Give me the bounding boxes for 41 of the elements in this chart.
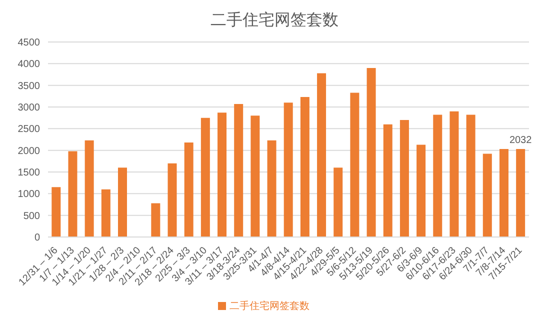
bar <box>433 114 442 237</box>
bar <box>267 140 276 237</box>
bar <box>366 68 376 237</box>
bar <box>184 142 194 237</box>
y-tick-label: 4500 <box>18 38 40 49</box>
bar <box>218 112 227 237</box>
bar <box>317 73 326 237</box>
bar <box>466 114 476 237</box>
y-tick-label: 2000 <box>18 146 40 157</box>
y-tick-label: 4000 <box>18 59 40 70</box>
y-tick-label: 3500 <box>18 80 40 92</box>
y-tick-label: 1500 <box>18 168 40 179</box>
bar <box>118 168 127 237</box>
bar <box>200 118 210 237</box>
bar <box>68 151 78 237</box>
y-tick-label: 0 <box>34 232 40 244</box>
y-tick-label: 3000 <box>18 102 40 114</box>
bar <box>52 187 61 237</box>
bar <box>516 148 526 237</box>
bar <box>482 154 492 237</box>
bar <box>450 111 459 237</box>
y-tick-label: 1000 <box>18 189 40 200</box>
bar <box>300 97 310 237</box>
legend-label: 二手住宅网签套数 <box>230 301 310 312</box>
bar <box>400 120 409 237</box>
bar <box>416 144 426 237</box>
chart-title: 二手住宅网签套数 <box>210 10 340 31</box>
bar <box>250 116 260 237</box>
bar <box>334 168 343 237</box>
bar <box>101 189 110 237</box>
y-tick-label: 2500 <box>18 124 40 136</box>
bar <box>84 140 94 237</box>
bar <box>284 102 293 237</box>
bar <box>168 163 177 237</box>
y-tick-label: 500 <box>23 210 40 222</box>
bar <box>151 203 160 237</box>
data-label: 2032 <box>509 134 532 146</box>
bar <box>350 92 360 237</box>
bar <box>499 149 508 237</box>
bar <box>383 124 392 237</box>
bar <box>234 104 244 237</box>
